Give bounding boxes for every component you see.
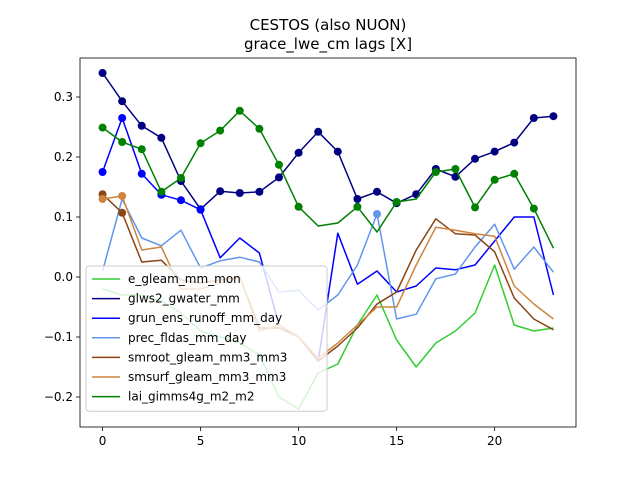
legend-label-e_gleam_mm_mon: e_gleam_mm_mon — [128, 272, 241, 286]
data-point-smroot_gleam_mm3_mm3-1 — [118, 208, 127, 217]
chart-title: CESTOS (also NUON) — [250, 16, 407, 34]
series-line-prec_fldas_mm_day — [101, 198, 555, 320]
series-lai_gimms4g_m2_m2 — [98, 106, 555, 249]
data-point-lai_gimms4g_m2_m2-1 — [118, 138, 127, 146]
data-point-lai_gimms4g_m2_m2-0 — [98, 123, 107, 132]
data-point-glws2_gwater_mm-7 — [235, 189, 244, 197]
chart-subtitle: grace_lwe_cm lags [X] — [244, 35, 412, 54]
data-point-glws2_gwater_mm-14 — [373, 187, 382, 196]
legend-label-smroot_gleam_mm3_mm3: smroot_gleam_mm3_mm3 — [128, 350, 287, 364]
data-point-glws2_gwater_mm-20 — [490, 147, 499, 156]
data-point-glws2_gwater_mm-9 — [274, 173, 283, 182]
data-point-lai_gimms4g_m2_m2-17 — [431, 168, 440, 176]
y-tick-label-1: −0.1 — [44, 330, 73, 344]
data-point-glws2_gwater_mm-12 — [333, 147, 342, 156]
x-tick-label-15: 15 — [389, 434, 404, 448]
axes: 0 5 10 15 20 −0.2 −0.1 0.0 0.1 0.2 0.3 — [44, 57, 577, 448]
y-tick-label-5: 0.3 — [54, 90, 73, 104]
data-point-lai_gimms4g_m2_m2-21 — [510, 169, 519, 178]
x-tick-label-5: 5 — [197, 434, 205, 448]
data-point-lai_gimms4g_m2_m2-8 — [255, 124, 264, 133]
x-tick-label-20: 20 — [487, 434, 502, 448]
data-point-grun_ens_runoff_mm_day-1 — [118, 114, 127, 122]
y-tick-label-2: 0.0 — [54, 270, 73, 284]
legend-label-grun_ens_runoff_mm_day: grun_ens_runoff_mm_day — [128, 311, 282, 325]
plot-area — [98, 69, 558, 410]
data-point-grun_ens_runoff_mm_day-5 — [196, 205, 205, 214]
legend-label-smsurf_gleam_mm3_mm3: smsurf_gleam_mm3_mm3 — [128, 370, 286, 384]
data-point-glws2_gwater_mm-13 — [353, 195, 362, 203]
x-tick-label-10: 10 — [291, 434, 306, 448]
data-point-glws2_gwater_mm-19 — [471, 154, 480, 163]
data-point-lai_gimms4g_m2_m2-6 — [216, 126, 225, 135]
y-tick-label-4: 0.2 — [54, 150, 73, 164]
data-point-lai_gimms4g_m2_m2-13 — [353, 202, 362, 211]
data-point-lai_gimms4g_m2_m2-3 — [157, 187, 166, 196]
data-point-grun_ens_runoff_mm_day-2 — [137, 169, 146, 178]
data-point-lai_gimms4g_m2_m2-15 — [392, 198, 401, 206]
data-point-glws2_gwater_mm-3 — [157, 133, 166, 142]
data-point-smsurf_gleam_mm3_mm3-0 — [98, 195, 107, 203]
data-point-glws2_gwater_mm-0 — [98, 69, 107, 77]
series-line-glws2_gwater_mm — [101, 72, 554, 210]
data-point-prec_fldas_mm_day-14 — [373, 210, 382, 218]
data-point-glws2_gwater_mm-2 — [137, 121, 146, 130]
data-point-lai_gimms4g_m2_m2-2 — [137, 145, 146, 154]
data-point-glws2_gwater_mm-6 — [216, 187, 225, 196]
data-point-glws2_gwater_mm-22 — [529, 114, 538, 122]
data-point-glws2_gwater_mm-10 — [294, 148, 303, 157]
data-point-lai_gimms4g_m2_m2-9 — [274, 160, 283, 169]
data-point-glws2_gwater_mm-1 — [118, 97, 127, 106]
x-tick-label-0: 0 — [99, 434, 107, 448]
data-point-lai_gimms4g_m2_m2-20 — [490, 175, 499, 184]
data-point-glws2_gwater_mm-18 — [451, 172, 460, 181]
series-prec_fldas_mm_day — [101, 198, 555, 320]
y-tick-label-0: −0.2 — [44, 390, 73, 404]
data-point-grun_ens_runoff_mm_day-0 — [98, 168, 107, 176]
legend-label-glws2_gwater_mm: glws2_gwater_mm — [128, 292, 240, 306]
data-point-grun_ens_runoff_mm_day-4 — [176, 196, 185, 205]
data-point-glws2_gwater_mm-11 — [314, 127, 323, 136]
legend-label-lai_gimms4g_m2_m2: lai_gimms4g_m2_m2 — [128, 390, 255, 404]
data-point-lai_gimms4g_m2_m2-19 — [471, 203, 480, 212]
legend: e_gleam_mm_mon glws2_gwater_mm grun_ens_ru… — [85, 265, 328, 412]
series-line-lai_gimms4g_m2_m2 — [102, 110, 555, 249]
legend-label-prec_fldas_mm_day: prec_fldas_mm_day — [128, 331, 247, 345]
data-point-glws2_gwater_mm-21 — [510, 138, 519, 147]
data-point-lai_gimms4g_m2_m2-7 — [235, 106, 244, 115]
data-point-glws2_gwater_mm-8 — [255, 187, 264, 196]
series-glws2_gwater_mm — [98, 69, 558, 214]
data-point-lai_gimms4g_m2_m2-18 — [451, 165, 460, 173]
y-tick-label-3: 0.1 — [54, 210, 73, 224]
data-point-glws2_gwater_mm-23 — [549, 112, 558, 121]
axes-frame — [79, 57, 577, 428]
data-point-lai_gimms4g_m2_m2-10 — [294, 202, 303, 211]
data-point-lai_gimms4g_m2_m2-4 — [176, 174, 185, 182]
data-point-lai_gimms4g_m2_m2-5 — [196, 139, 205, 148]
data-point-smsurf_gleam_mm3_mm3-1 — [118, 192, 127, 200]
data-point-lai_gimms4g_m2_m2-22 — [529, 204, 538, 213]
legend-box — [85, 265, 328, 412]
